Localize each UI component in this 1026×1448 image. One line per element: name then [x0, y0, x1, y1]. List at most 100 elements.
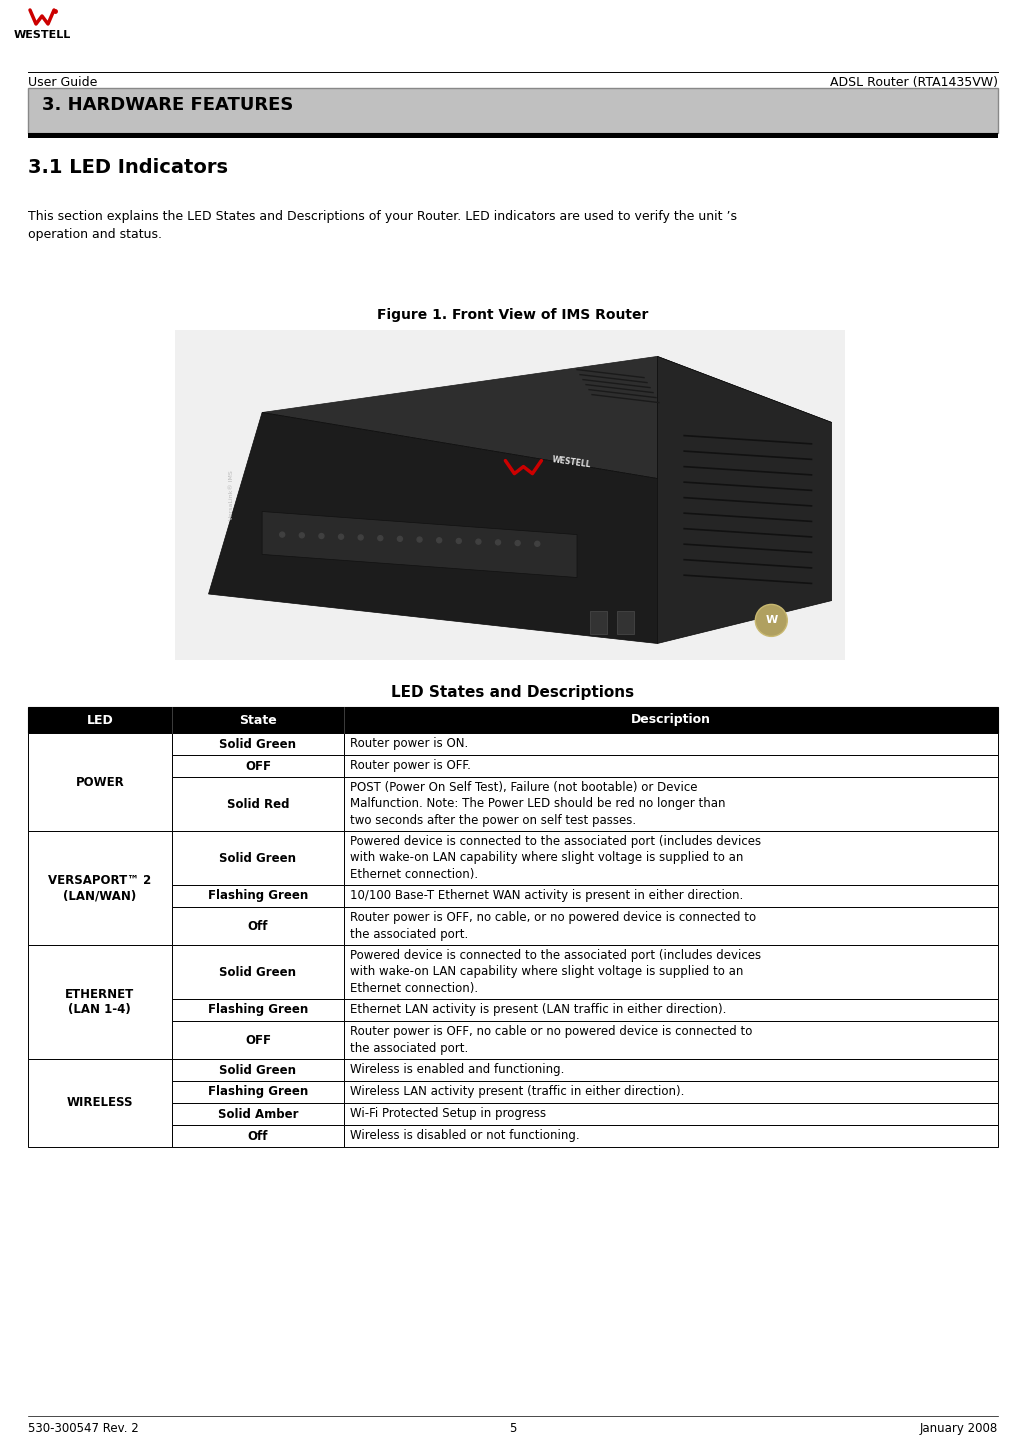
- Text: State: State: [239, 714, 277, 727]
- Bar: [618, 611, 634, 634]
- Bar: [344, 1125, 998, 1147]
- Text: User Guide: User Guide: [28, 75, 97, 88]
- Circle shape: [515, 540, 520, 546]
- Text: POST (Power On Self Test), Failure (not bootable) or Device
Malfunction. Note: T: POST (Power On Self Test), Failure (not …: [350, 780, 725, 827]
- Bar: [171, 831, 344, 885]
- Circle shape: [397, 536, 402, 542]
- Text: WESTELL: WESTELL: [551, 456, 592, 469]
- Circle shape: [457, 539, 462, 543]
- Bar: [175, 330, 845, 660]
- Text: 3.1 LED Indicators: 3.1 LED Indicators: [28, 158, 228, 177]
- Text: Wi-Fi Protected Setup in progress: Wi-Fi Protected Setup in progress: [350, 1108, 546, 1121]
- Text: Solid Green: Solid Green: [220, 966, 297, 979]
- Bar: [344, 999, 998, 1021]
- Bar: [171, 1103, 344, 1125]
- Text: Wireless LAN activity present (traffic in either direction).: Wireless LAN activity present (traffic i…: [350, 1086, 684, 1099]
- Bar: [171, 885, 344, 906]
- Bar: [344, 906, 998, 946]
- Text: Solid Green: Solid Green: [220, 851, 297, 864]
- Text: Flashing Green: Flashing Green: [207, 1003, 308, 1016]
- Polygon shape: [262, 511, 577, 578]
- Text: VERSAPORT™ 2
(LAN/WAN): VERSAPORT™ 2 (LAN/WAN): [48, 873, 152, 902]
- Text: 10/100 Base-T Ethernet WAN activity is present in either direction.: 10/100 Base-T Ethernet WAN activity is p…: [350, 889, 744, 902]
- Text: OFF: OFF: [245, 1034, 271, 1047]
- Circle shape: [378, 536, 383, 540]
- Text: Solid Red: Solid Red: [227, 798, 289, 811]
- Text: Off: Off: [247, 1129, 268, 1142]
- Circle shape: [339, 534, 344, 539]
- Circle shape: [319, 533, 324, 539]
- Bar: [28, 1058, 171, 1147]
- Bar: [171, 906, 344, 946]
- Bar: [171, 946, 344, 999]
- Text: Powered device is connected to the associated port (includes devices
with wake-o: Powered device is connected to the assoc…: [350, 835, 761, 880]
- Circle shape: [280, 531, 284, 537]
- Bar: [171, 1125, 344, 1147]
- Bar: [171, 1058, 344, 1082]
- Text: Ethernet LAN activity is present (LAN traffic in either direction).: Ethernet LAN activity is present (LAN tr…: [350, 1003, 726, 1016]
- Text: Router power is OFF.: Router power is OFF.: [350, 760, 471, 772]
- Circle shape: [300, 533, 305, 537]
- Bar: [28, 707, 998, 733]
- Polygon shape: [262, 356, 832, 478]
- Circle shape: [755, 604, 787, 637]
- Bar: [171, 754, 344, 778]
- Bar: [344, 1021, 998, 1058]
- Polygon shape: [208, 413, 658, 643]
- Circle shape: [358, 534, 363, 540]
- Text: This section explains the LED States and Descriptions of your Router. LED indica: This section explains the LED States and…: [28, 210, 737, 240]
- Circle shape: [496, 540, 501, 544]
- Circle shape: [535, 542, 540, 546]
- Text: Flashing Green: Flashing Green: [207, 889, 308, 902]
- Bar: [171, 733, 344, 754]
- Text: 3. HARDWARE FEATURES: 3. HARDWARE FEATURES: [42, 96, 293, 114]
- Text: January 2008: January 2008: [919, 1422, 998, 1435]
- Bar: [344, 778, 998, 831]
- Polygon shape: [658, 356, 832, 643]
- Text: Wireless is disabled or not functioning.: Wireless is disabled or not functioning.: [350, 1129, 580, 1142]
- Text: Router power is ON.: Router power is ON.: [350, 737, 469, 750]
- Text: Powered device is connected to the associated port (includes devices
with wake-o: Powered device is connected to the assoc…: [350, 948, 761, 995]
- Bar: [171, 1082, 344, 1103]
- Bar: [171, 778, 344, 831]
- Text: Figure 1. Front View of IMS Router: Figure 1. Front View of IMS Router: [378, 308, 648, 321]
- Bar: [28, 88, 998, 133]
- Text: Router power is OFF, no cable or no powered device is connected to
the associate: Router power is OFF, no cable or no powe…: [350, 1025, 753, 1054]
- Bar: [171, 1021, 344, 1058]
- Text: 530-300547 Rev. 2: 530-300547 Rev. 2: [28, 1422, 139, 1435]
- Text: Description: Description: [631, 714, 711, 727]
- Text: LED: LED: [86, 714, 113, 727]
- Text: Solid Green: Solid Green: [220, 1063, 297, 1076]
- Bar: [344, 754, 998, 778]
- Text: W: W: [765, 615, 778, 626]
- Text: Flashing Green: Flashing Green: [207, 1086, 308, 1099]
- Text: Off: Off: [247, 919, 268, 933]
- Circle shape: [417, 537, 422, 542]
- Circle shape: [437, 537, 441, 543]
- Text: WESTELL: WESTELL: [13, 30, 71, 41]
- Text: WIRELESS: WIRELESS: [67, 1096, 133, 1109]
- Text: Solid Green: Solid Green: [220, 737, 297, 750]
- Bar: [28, 133, 998, 138]
- Text: Solid Amber: Solid Amber: [218, 1108, 299, 1121]
- Text: VersaLink® IMS: VersaLink® IMS: [230, 471, 235, 520]
- Bar: [344, 1082, 998, 1103]
- Bar: [344, 831, 998, 885]
- Circle shape: [476, 539, 481, 544]
- Text: ETHERNET
(LAN 1-4): ETHERNET (LAN 1-4): [66, 988, 134, 1016]
- Text: OFF: OFF: [245, 760, 271, 772]
- Bar: [28, 831, 171, 946]
- Bar: [28, 733, 171, 831]
- Text: Router power is OFF, no cable, or no powered device is connected to
the associat: Router power is OFF, no cable, or no pow…: [350, 911, 756, 941]
- Bar: [28, 946, 171, 1058]
- Bar: [171, 999, 344, 1021]
- Text: POWER: POWER: [75, 776, 124, 789]
- Bar: [590, 611, 607, 634]
- Text: LED States and Descriptions: LED States and Descriptions: [392, 685, 634, 699]
- Text: 5: 5: [509, 1422, 517, 1435]
- Bar: [344, 1103, 998, 1125]
- Bar: [344, 733, 998, 754]
- Text: ADSL Router (RTA1435VW): ADSL Router (RTA1435VW): [830, 75, 998, 88]
- Text: Wireless is enabled and functioning.: Wireless is enabled and functioning.: [350, 1063, 564, 1076]
- Bar: [344, 885, 998, 906]
